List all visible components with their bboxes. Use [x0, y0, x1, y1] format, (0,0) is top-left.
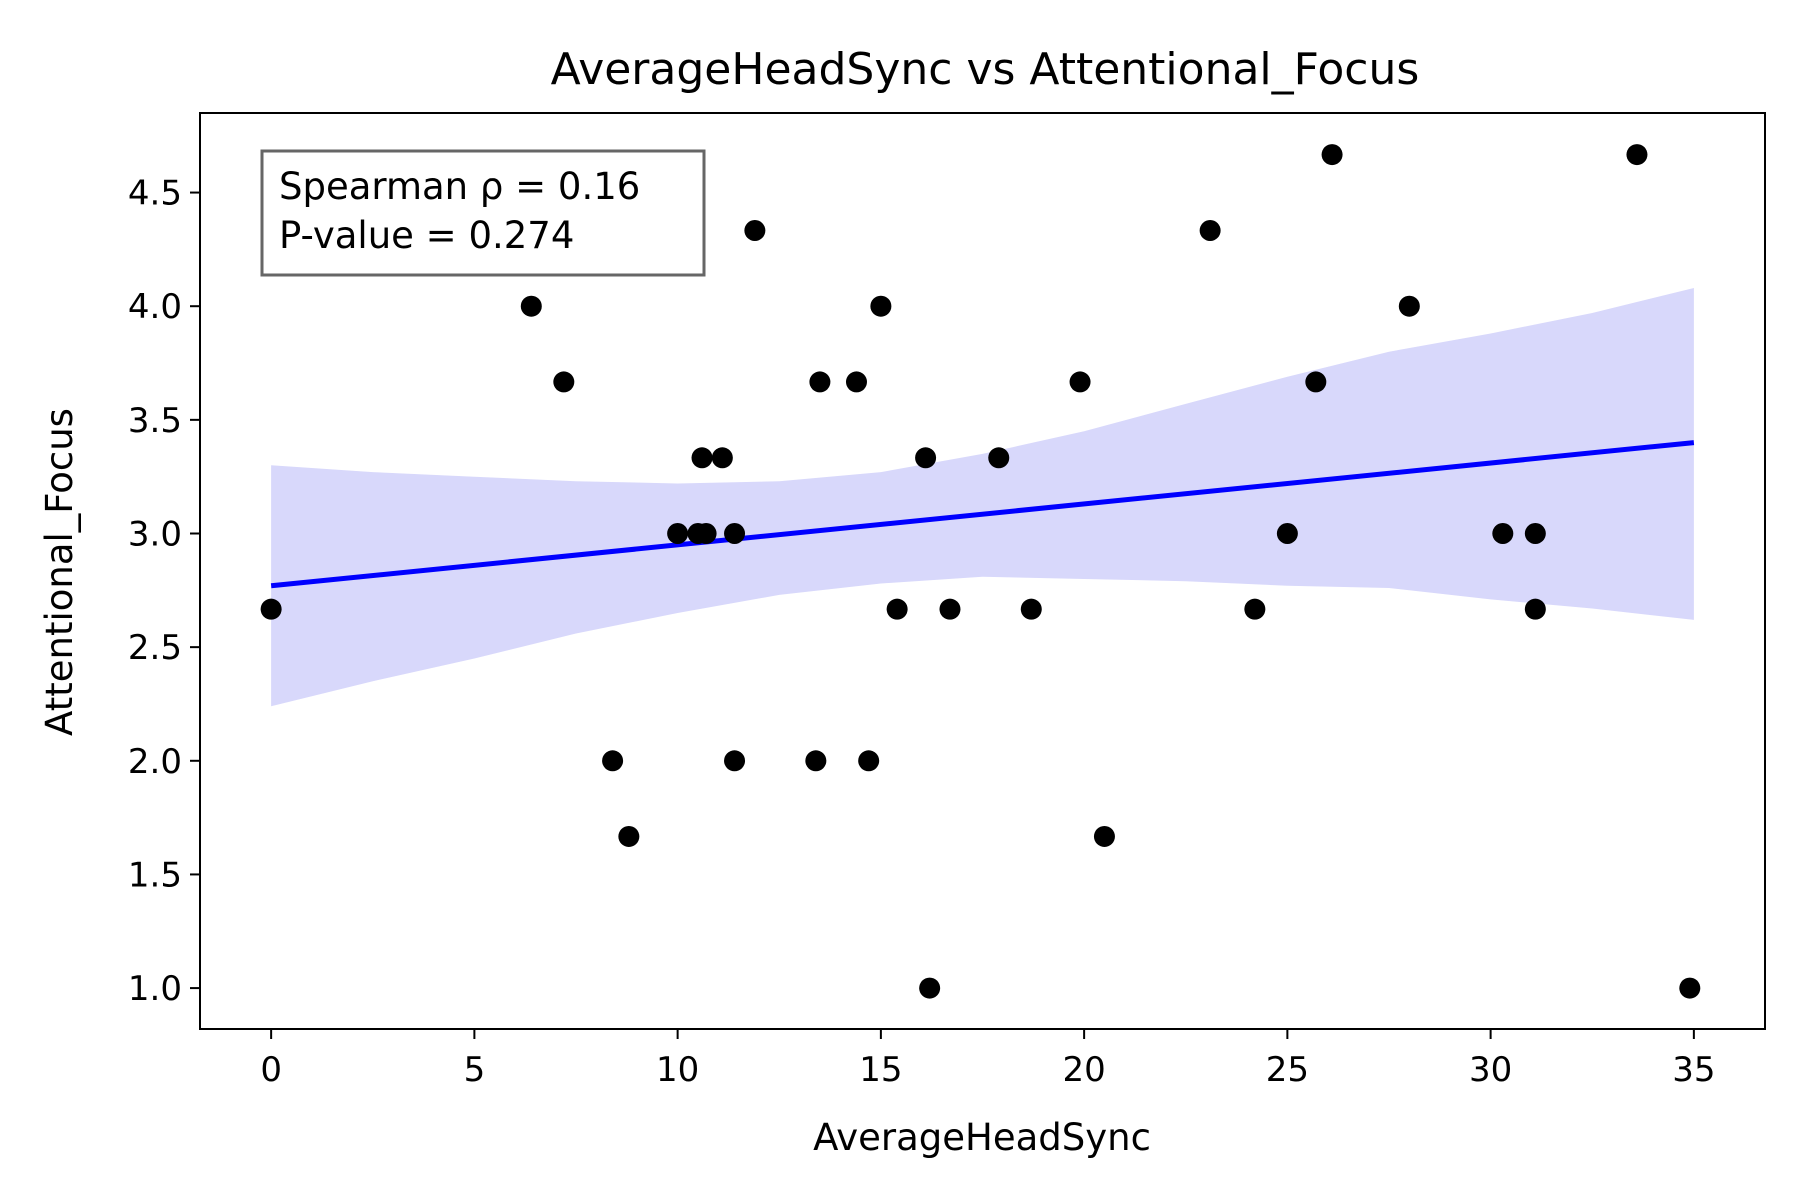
- data-point: [711, 447, 733, 469]
- data-point: [1626, 144, 1648, 166]
- data-point: [260, 598, 282, 620]
- data-point: [602, 750, 624, 772]
- x-tick-label: 35: [1672, 1050, 1715, 1090]
- data-point: [1305, 371, 1327, 393]
- confidence-band: [271, 288, 1694, 707]
- y-axis-label: Attentional_Focus: [38, 408, 81, 736]
- data-point: [858, 750, 880, 772]
- regression-line: [270, 440, 1695, 589]
- data-point: [724, 750, 746, 772]
- data-point: [939, 598, 961, 620]
- data-point: [1524, 598, 1546, 620]
- data-point: [1524, 522, 1546, 544]
- x-tick-label: 5: [464, 1050, 486, 1090]
- data-point: [1020, 598, 1042, 620]
- y-tick-label: 1.5: [128, 855, 182, 895]
- data-point: [1199, 220, 1221, 242]
- y-axis: 1.0 1.5 2.0 2.5 3.0 3.5 4.0 4.5: [128, 174, 200, 1009]
- x-axis-label: AverageHeadSync: [813, 1116, 1151, 1159]
- data-point: [805, 750, 827, 772]
- data-point: [1321, 144, 1343, 166]
- p-value-text: P-value = 0.274: [279, 214, 574, 257]
- data-point: [988, 447, 1010, 469]
- y-tick-label: 1.0: [128, 969, 182, 1009]
- data-point: [845, 371, 867, 393]
- data-points-layer: [260, 144, 1701, 999]
- data-point: [915, 447, 937, 469]
- y-tick-label: 4.0: [128, 287, 182, 327]
- data-point: [1492, 522, 1514, 544]
- data-point: [1276, 522, 1298, 544]
- x-tick-label: 15: [859, 1050, 902, 1090]
- data-point: [724, 522, 746, 544]
- data-point: [919, 977, 941, 999]
- y-tick-label: 2.5: [128, 628, 182, 668]
- data-point: [691, 447, 713, 469]
- data-point: [695, 522, 717, 544]
- data-point: [553, 371, 575, 393]
- confidence-band-layer: [271, 288, 1694, 707]
- y-tick-label: 2.0: [128, 742, 182, 782]
- data-point: [618, 825, 640, 847]
- spearman-rho-text: Spearman ρ = 0.16: [279, 165, 640, 208]
- stats-annotation-box: [260, 149, 706, 277]
- data-point: [667, 522, 689, 544]
- data-point: [1069, 371, 1091, 393]
- stats-annotation: Spearman ρ = 0.16 P-value = 0.274: [260, 149, 706, 277]
- y-tick-label: 3.5: [128, 401, 182, 441]
- x-tick-label: 0: [260, 1050, 282, 1090]
- x-tick-label: 25: [1266, 1050, 1309, 1090]
- data-point: [870, 295, 892, 317]
- y-tick-label: 4.5: [128, 174, 182, 214]
- x-tick-label: 30: [1469, 1050, 1512, 1090]
- x-axis: 0 5 10 15 20 25 30 35: [260, 1029, 1715, 1090]
- data-point: [809, 371, 831, 393]
- regression-line-layer: [270, 440, 1695, 589]
- y-tick-label: 3.0: [128, 514, 182, 554]
- data-point: [886, 598, 908, 620]
- data-point: [1398, 295, 1420, 317]
- chart-title: AverageHeadSync vs Attentional_Focus: [551, 44, 1420, 95]
- x-tick-label: 20: [1062, 1050, 1105, 1090]
- data-point: [520, 295, 542, 317]
- plot-frame: [199, 112, 1766, 1030]
- data-point: [744, 220, 766, 242]
- x-tick-label: 10: [656, 1050, 699, 1090]
- data-point: [1244, 598, 1266, 620]
- data-point: [1093, 825, 1115, 847]
- data-point: [1679, 977, 1701, 999]
